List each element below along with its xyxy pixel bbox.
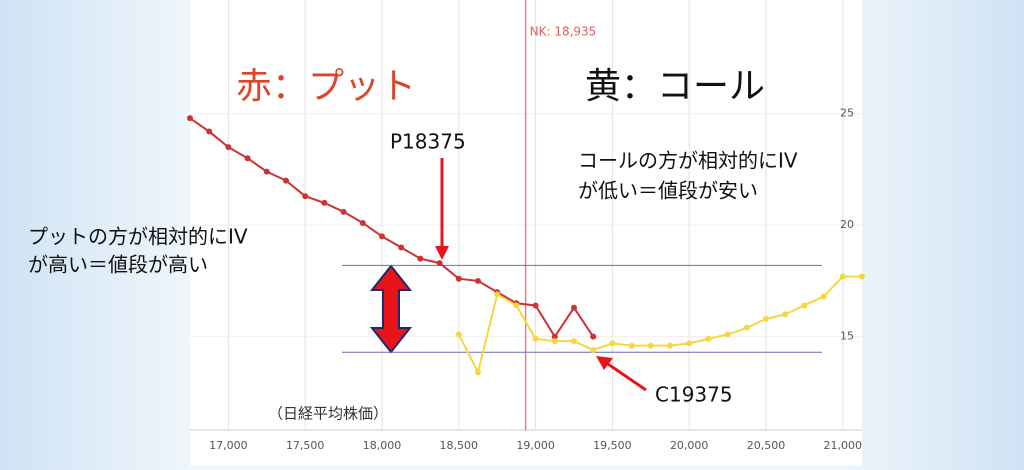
x-tick-label: 19,500 (593, 439, 632, 452)
data-point (494, 291, 501, 298)
data-point (820, 293, 827, 300)
series-line (457, 275, 862, 376)
legend-call: 黄：コール (585, 66, 765, 107)
data-point (475, 277, 481, 284)
y-tick-label: 15 (840, 330, 854, 343)
data-point (571, 338, 577, 345)
data-point (782, 311, 789, 318)
x-tick-label: 17,500 (286, 439, 325, 452)
data-point (667, 342, 673, 349)
arrow-head (596, 356, 613, 370)
data-point (571, 304, 577, 311)
data-point (532, 335, 539, 342)
annotation: コールの方が相対的にIV (578, 149, 798, 173)
annotation: が高い＝値段が高い (28, 253, 208, 277)
annotation: P18375 (390, 130, 466, 154)
data-point (839, 273, 846, 280)
data-point (686, 340, 693, 347)
data-point (724, 331, 731, 338)
data-point (590, 347, 597, 354)
x-tick-label: 20,500 (747, 439, 786, 452)
data-point (436, 260, 443, 267)
data-point (321, 199, 328, 206)
data-point (417, 255, 424, 262)
data-point (551, 338, 558, 345)
data-point (187, 115, 193, 122)
y-tick-label: 20 (840, 218, 854, 231)
data-point (398, 244, 405, 251)
series-line (189, 117, 595, 339)
x-tick-label: 18,500 (440, 439, 479, 452)
x-tick-label: 19,000 (516, 439, 555, 452)
data-point (359, 219, 366, 226)
x-tick-label: 18,000 (363, 439, 402, 452)
data-point (455, 275, 462, 282)
annotation: プットの方が相対的にIV (28, 225, 248, 249)
legend-put: 赤：プット (236, 66, 416, 107)
data-point (263, 168, 270, 175)
data-point (283, 177, 289, 184)
data-point (302, 193, 309, 200)
annotation: C19375 (655, 383, 733, 407)
data-point (225, 144, 232, 151)
data-point (705, 335, 712, 342)
data-point (859, 273, 865, 280)
data-point (475, 369, 481, 376)
x-tick-label: 20,000 (670, 439, 709, 452)
y-tick-label: 25 (840, 107, 854, 120)
data-point (590, 333, 597, 340)
data-point (379, 233, 385, 240)
data-point (628, 342, 635, 349)
x-tick-label: 21,000 (824, 439, 863, 452)
x-axis-label: （日経平均株価） (268, 405, 388, 423)
data-point (801, 302, 808, 309)
annotation: が低い＝値段が安い (578, 179, 758, 203)
reference-label: NK: 18,935 (530, 25, 597, 39)
x-tick-label: 17,000 (209, 439, 248, 452)
data-point (763, 315, 769, 322)
data-point (532, 302, 539, 309)
data-point (340, 208, 347, 215)
data-point (244, 155, 251, 162)
data-point (743, 324, 750, 331)
data-point (206, 128, 213, 135)
arrow (604, 360, 647, 392)
data-point (455, 331, 462, 338)
data-point (513, 302, 520, 309)
data-point (609, 340, 616, 347)
data-point (551, 333, 558, 340)
data-point (647, 342, 654, 349)
arrow-head (435, 246, 449, 260)
